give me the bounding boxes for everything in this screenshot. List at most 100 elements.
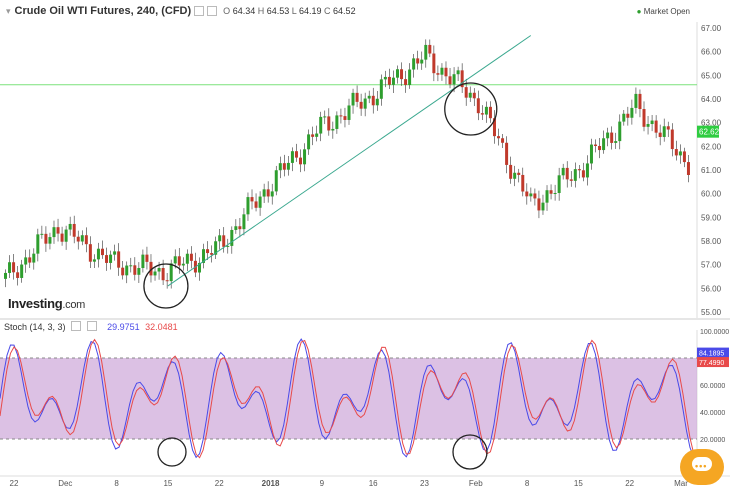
candle-up (367, 95, 371, 99)
candle-down (72, 223, 76, 237)
candle-up (424, 44, 428, 60)
candle-up (48, 237, 52, 244)
candle-up (36, 234, 40, 254)
candle-up (391, 77, 395, 85)
candle-down (371, 95, 375, 106)
settings-box-icon[interactable] (194, 6, 205, 16)
candle-down (565, 167, 569, 180)
candle-up (214, 241, 218, 255)
time-tick-label: 22 (10, 479, 19, 488)
collapse-toggle-icon[interactable]: ▾ (6, 5, 11, 16)
price-tick-label: 57.00 (701, 261, 722, 270)
candle-down (686, 162, 690, 175)
candle-up (303, 149, 307, 165)
candle-down (505, 142, 509, 165)
candle-up (379, 79, 383, 99)
candle-down (56, 227, 60, 234)
chat-dots: ••• (695, 461, 708, 471)
candle-up (68, 223, 72, 230)
candle-up (202, 249, 206, 263)
candle-down (339, 115, 343, 117)
symbol-title[interactable]: Crude Oil WTI Futures, 240, (CFD) (14, 5, 192, 17)
candle-up (650, 120, 654, 125)
candle-up (395, 69, 399, 78)
candle-up (630, 107, 634, 118)
candle-down (594, 144, 598, 146)
stoch-settings-icon[interactable] (71, 321, 82, 331)
trend-line (167, 35, 532, 287)
candle-up (420, 59, 424, 64)
candle-down (177, 256, 181, 266)
time-tick-label: 16 (369, 479, 378, 488)
candle-up (319, 116, 323, 134)
candle-down (44, 233, 48, 244)
candle-down (88, 244, 92, 262)
close-value: 64.52 (333, 6, 356, 16)
candle-down (416, 58, 420, 64)
stoch-k-tag (697, 347, 729, 358)
candle-up (96, 248, 100, 260)
candle-down (282, 163, 286, 170)
candle-up (226, 245, 230, 247)
candle-down (189, 253, 193, 261)
candle-down (222, 235, 226, 247)
candle-up (242, 214, 246, 230)
stoch-close-icon[interactable] (86, 321, 97, 331)
candle-up (561, 167, 565, 176)
candle-up (92, 259, 96, 262)
candle-up (274, 170, 278, 192)
chat-button[interactable]: ••• (680, 449, 724, 485)
brand-name: Investing (8, 296, 63, 311)
candle-up (4, 272, 7, 279)
high-value: 64.53 (266, 6, 290, 16)
candle-down (206, 249, 210, 254)
candle-down (610, 132, 614, 143)
time-tick-label: 2018 (262, 479, 280, 488)
investing-logo: Investing.com (8, 296, 85, 311)
candle-up (153, 271, 157, 276)
candle-up (622, 113, 626, 122)
candle-up (169, 263, 173, 282)
candle-up (315, 133, 319, 137)
time-tick-label: 23 (420, 479, 429, 488)
highlight-circle-break (444, 82, 498, 136)
hide-box-icon[interactable] (207, 6, 218, 16)
low-value: 64.19 (298, 6, 322, 16)
candle-up (40, 233, 44, 235)
candle-down (12, 262, 16, 273)
candle-down (666, 126, 670, 130)
time-tick-label: 22 (625, 479, 634, 488)
stoch-k-tag-label: 84.1895 (699, 351, 724, 358)
ohlc-readout: O 64.34 H 64.53 L 64.19 C 64.52 (223, 6, 356, 16)
highlight-circle-low (143, 263, 189, 309)
price-tick-label: 64.00 (701, 95, 722, 104)
candle-up (553, 193, 557, 195)
candle-up (24, 257, 28, 265)
stoch-label[interactable]: Stoch (14, 3, 3) (4, 322, 66, 332)
candle-up (335, 115, 339, 129)
stoch-d-value: 32.0481 (145, 322, 178, 332)
stoch-tick-label: 20.0000 (700, 437, 725, 444)
candle-down (165, 280, 169, 282)
candle-up (618, 121, 622, 142)
chart-header: ▾ Crude Oil WTI Futures, 240, (CFD) O 64… (0, 0, 356, 22)
time-tick-label: 9 (320, 479, 325, 488)
time-tick-label: 15 (574, 479, 583, 488)
time-tick-label: 8 (525, 479, 530, 488)
candle-up (529, 193, 533, 197)
candle-down (343, 116, 347, 120)
stoch-d-line (0, 338, 698, 459)
candle-down (525, 191, 529, 197)
candle-up (585, 163, 589, 178)
candle-down (598, 145, 602, 151)
candle-up (606, 132, 610, 139)
stoch-circle-1 (157, 437, 187, 467)
candle-up (347, 105, 351, 120)
candle-up (125, 265, 129, 276)
candle-up (185, 253, 189, 264)
candle-down (60, 233, 64, 242)
candle-down (76, 236, 80, 242)
stoch-d-tag-label: 77.4990 (699, 360, 724, 367)
candle-up (64, 229, 68, 242)
candle-down (501, 138, 505, 143)
